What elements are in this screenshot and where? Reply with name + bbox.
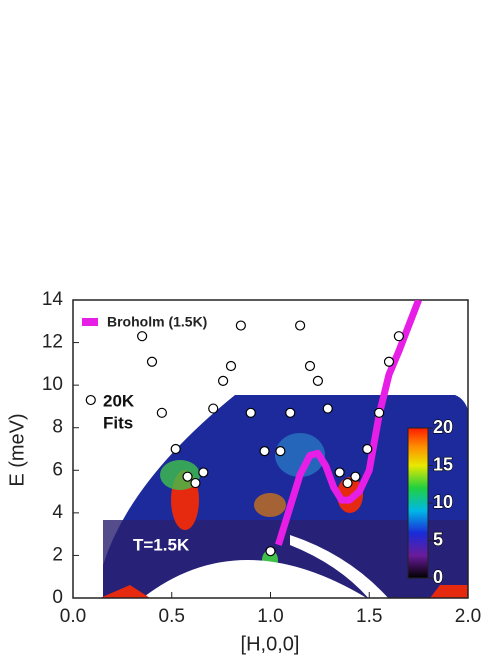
fit-point bbox=[156, 407, 167, 418]
fit-point bbox=[350, 471, 361, 482]
fit-point bbox=[208, 403, 219, 414]
colorbar bbox=[407, 427, 429, 579]
legend-label: Broholm (1.5K) bbox=[107, 314, 207, 330]
fit-point bbox=[342, 477, 353, 489]
y-tick-label: 12 bbox=[42, 332, 63, 353]
fit-point bbox=[198, 467, 209, 478]
fit-point bbox=[245, 407, 256, 418]
fit-point bbox=[85, 394, 96, 406]
annotation: 20K bbox=[103, 391, 135, 410]
y-tick-label: 0 bbox=[52, 587, 63, 608]
fit-point bbox=[218, 375, 229, 386]
fit-point bbox=[393, 331, 404, 342]
fit-point bbox=[362, 443, 373, 455]
fit-point bbox=[235, 320, 246, 331]
fit-point bbox=[259, 446, 270, 457]
y-tick-label: 2 bbox=[52, 544, 63, 565]
annotation: T=1.5K bbox=[133, 535, 190, 554]
fit-point bbox=[285, 407, 296, 418]
colorbar-tick-label: 0 bbox=[433, 567, 443, 587]
x-tick-label: 0.5 bbox=[159, 606, 185, 627]
x-axis-label: [H,0,0] bbox=[241, 633, 300, 655]
fit-point bbox=[374, 407, 385, 418]
y-tick-label: 6 bbox=[52, 459, 63, 480]
x-tick-label: 0.0 bbox=[60, 606, 86, 627]
fit-point bbox=[334, 467, 345, 478]
fit-point bbox=[322, 403, 333, 414]
colorbar-tick-label: 20 bbox=[433, 417, 453, 437]
fit-point bbox=[304, 360, 316, 372]
fit-point bbox=[275, 446, 286, 457]
fit-point bbox=[295, 320, 306, 331]
x-tick-label: 1.0 bbox=[257, 606, 283, 627]
fit-point bbox=[190, 477, 201, 489]
x-tick-label: 2.0 bbox=[455, 606, 481, 627]
annotation: Fits bbox=[103, 413, 133, 432]
legend-swatch bbox=[82, 318, 98, 326]
y-axis-label: E (meV) bbox=[6, 413, 28, 486]
y-tick-label: 10 bbox=[42, 374, 63, 395]
fit-point bbox=[137, 331, 148, 342]
fit-point bbox=[265, 546, 276, 557]
x-tick-label: 1.5 bbox=[356, 606, 382, 627]
colorbar-tick-label: 5 bbox=[433, 529, 443, 549]
y-tick-label: 14 bbox=[42, 289, 64, 310]
fit-point bbox=[225, 360, 237, 372]
fit-point bbox=[146, 356, 158, 367]
y-tick-label: 8 bbox=[52, 417, 63, 438]
colorbar-tick-label: 15 bbox=[433, 454, 453, 474]
fit-point bbox=[383, 356, 395, 367]
fit-point bbox=[182, 471, 193, 482]
y-tick-label: 4 bbox=[52, 502, 63, 523]
fit-point bbox=[170, 443, 181, 455]
colorbar-tick-label: 10 bbox=[433, 492, 453, 512]
fit-point bbox=[312, 375, 323, 386]
